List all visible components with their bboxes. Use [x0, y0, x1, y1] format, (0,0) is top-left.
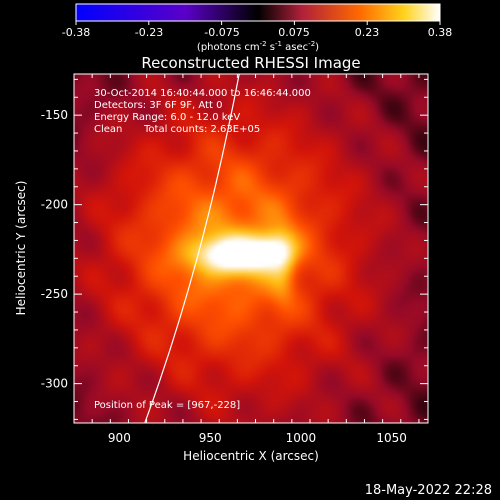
clean-label: Clean — [94, 124, 122, 135]
colorbar-tick-label: 0.38 — [428, 26, 453, 39]
colorbar-tick-label: -0.23 — [135, 26, 163, 39]
x-tick-label: 1050 — [376, 431, 407, 445]
y-tick-label: -300 — [41, 377, 68, 391]
time-range-text: 30-Oct-2014 16:40:44.000 to 16:46:44.000 — [94, 88, 311, 99]
footer-date: 18-May-2022 22:28 — [365, 483, 492, 498]
colorbar-ticks — [75, 21, 441, 25]
colorbar-unit: (photons cm-2 s-1 asec-2) — [197, 40, 319, 53]
total-counts-text: Total counts: 2.63E+05 — [143, 124, 260, 135]
colorbar-tick-label: 0.075 — [278, 26, 310, 39]
colorbar-tick-label: -0.075 — [204, 26, 239, 39]
x-tick-label: 1000 — [286, 431, 317, 445]
y-tick-label: -250 — [41, 287, 68, 301]
heatmap-image — [74, 74, 428, 423]
plot-frame — [73, 73, 429, 424]
x-tick-label: 900 — [108, 431, 131, 445]
solar-limb-curve — [144, 74, 240, 423]
y-tick-label: -200 — [41, 198, 68, 212]
detectors-text: Detectors: 3F 6F 9F, Att 0 — [94, 100, 222, 111]
axis-ticks — [73, 74, 428, 423]
x-tick-label: 950 — [199, 431, 222, 445]
y-tick-label: -150 — [41, 108, 68, 122]
colorbar-tick-label: -0.38 — [62, 26, 90, 39]
colorbar — [75, 3, 441, 22]
energy-range-text: Energy Range: 6.0 - 12.0 keV — [94, 112, 240, 123]
peak-position-text: Position of Peak = [967,-228] — [94, 400, 240, 411]
chart-title: Reconstructed RHESSI Image — [141, 54, 360, 72]
x-axis-label: Heliocentric X (arcsec) — [183, 449, 319, 463]
colorbar-tick-label: 0.23 — [355, 26, 380, 39]
y-axis-label: Heliocentric Y (arcsec) — [14, 181, 28, 316]
